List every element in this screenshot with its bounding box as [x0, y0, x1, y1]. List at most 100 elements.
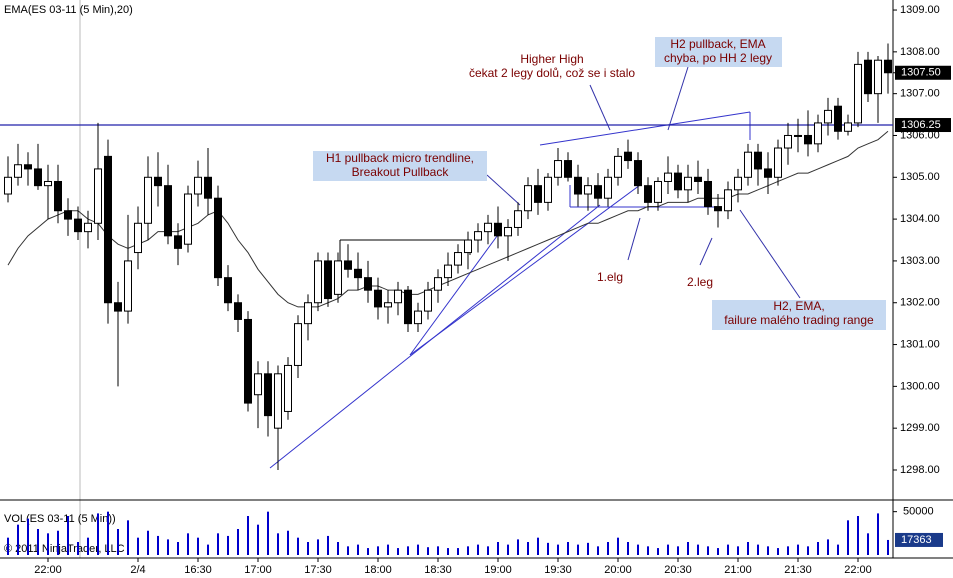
candle-body — [844, 122, 852, 132]
candle-body — [234, 302, 242, 320]
candle-body — [304, 302, 312, 325]
annotation-text: H2, EMA, — [773, 299, 824, 313]
candle-body — [124, 260, 132, 312]
candle-body — [384, 302, 392, 308]
candle-body — [604, 176, 612, 199]
candle-body — [634, 160, 642, 187]
volume-tick-label: 50000 — [903, 506, 934, 518]
candle-body — [714, 206, 722, 212]
candle-body — [824, 109, 832, 124]
candle-body — [524, 185, 532, 212]
x-tick-label: 19:00 — [484, 564, 512, 576]
candle-body — [54, 180, 62, 212]
candle-body — [254, 373, 262, 396]
candle-body — [314, 260, 322, 304]
level-tag — [895, 118, 951, 133]
candle-body — [544, 176, 552, 203]
candle-body — [344, 260, 352, 270]
candle-body — [14, 164, 22, 178]
x-tick-label: 2/4 — [130, 564, 145, 576]
x-tick-label: 17:00 — [244, 564, 272, 576]
candle-body — [44, 180, 52, 187]
annotation-text: H2 pullback, EMA — [670, 37, 765, 51]
candle-body — [624, 151, 632, 162]
volume-last-label: 17363 — [901, 534, 932, 546]
annotation-text: Breakout Pullback — [352, 165, 450, 179]
candle-body — [134, 222, 142, 254]
x-tick-label: 16:30 — [184, 564, 212, 576]
y-tick-label: 1306.00 — [900, 129, 940, 141]
y-tick-label: 1305.00 — [900, 171, 940, 183]
candle-body — [564, 160, 572, 178]
x-tick-label: 22:00 — [844, 564, 872, 576]
candle-body — [424, 289, 432, 312]
candle-body — [194, 176, 202, 195]
candle-body — [594, 185, 602, 199]
candle-body — [154, 176, 162, 187]
candle-body — [274, 373, 282, 429]
y-tick-label: 1298.00 — [900, 464, 940, 476]
annotation-text: Higher High — [520, 52, 583, 66]
candle-body — [244, 318, 252, 404]
candle-body — [354, 268, 362, 279]
candle-body — [814, 122, 822, 145]
candle-body — [774, 147, 782, 178]
candle-body — [324, 260, 332, 300]
candle-body — [764, 168, 772, 178]
candle-body — [834, 105, 842, 132]
annotation-box — [655, 37, 782, 67]
annotation-text: chyba, po HH 2 legy — [664, 51, 772, 65]
annotation-text: 1.elg — [597, 270, 623, 284]
last-price-tag — [895, 65, 951, 80]
candle-body — [4, 176, 12, 195]
y-tick-label: 1308.00 — [900, 46, 940, 58]
candle-body — [514, 210, 522, 228]
candle-body — [104, 155, 112, 304]
candle-body — [74, 218, 82, 233]
annotation-box — [313, 151, 487, 181]
candle-body — [144, 176, 152, 224]
candle-body — [284, 364, 292, 412]
volume-title: VOL(ES 03-11 (5 Min)) — [4, 513, 116, 525]
candle-body — [864, 59, 872, 95]
candle-body — [664, 172, 672, 182]
candle-body — [294, 323, 302, 366]
y-tick-label: 1303.00 — [900, 255, 940, 267]
candle-body — [554, 160, 562, 178]
chart-title: EMA(ES 03-11 (5 Min),20) — [4, 4, 133, 16]
candle-body — [854, 63, 862, 124]
x-tick-label: 20:30 — [664, 564, 692, 576]
x-tick-label: 18:00 — [364, 564, 392, 576]
x-tick-label: 18:30 — [424, 564, 452, 576]
candle-body — [184, 193, 192, 245]
candle-body — [504, 226, 512, 237]
x-tick-label: 20:00 — [604, 564, 632, 576]
candle-body — [474, 231, 482, 241]
candle-body — [464, 239, 472, 254]
candle-body — [334, 260, 342, 295]
annotation-text: failure malého trading range — [724, 313, 874, 327]
candle-body — [484, 222, 492, 233]
candle-body — [214, 197, 222, 279]
candle-body — [24, 164, 32, 170]
candle-body — [84, 222, 92, 233]
y-tick-label: 1302.00 — [900, 297, 940, 309]
candle-body — [684, 176, 692, 191]
candle-body — [174, 235, 182, 249]
candle-body — [374, 289, 382, 308]
candle-body — [264, 373, 272, 417]
candle-body — [364, 277, 372, 291]
candle-body — [694, 176, 702, 182]
y-tick-label: 1301.00 — [900, 338, 940, 350]
candle-body — [34, 168, 42, 187]
candle-body — [674, 172, 682, 191]
trend-lines — [269, 111, 751, 469]
candle-body — [444, 264, 452, 279]
candle-body — [494, 222, 502, 237]
candle-body — [704, 180, 712, 208]
y-tick-label: 1307.00 — [900, 88, 940, 100]
y-tick-label: 1300.00 — [900, 380, 940, 392]
candle-body — [204, 176, 212, 199]
